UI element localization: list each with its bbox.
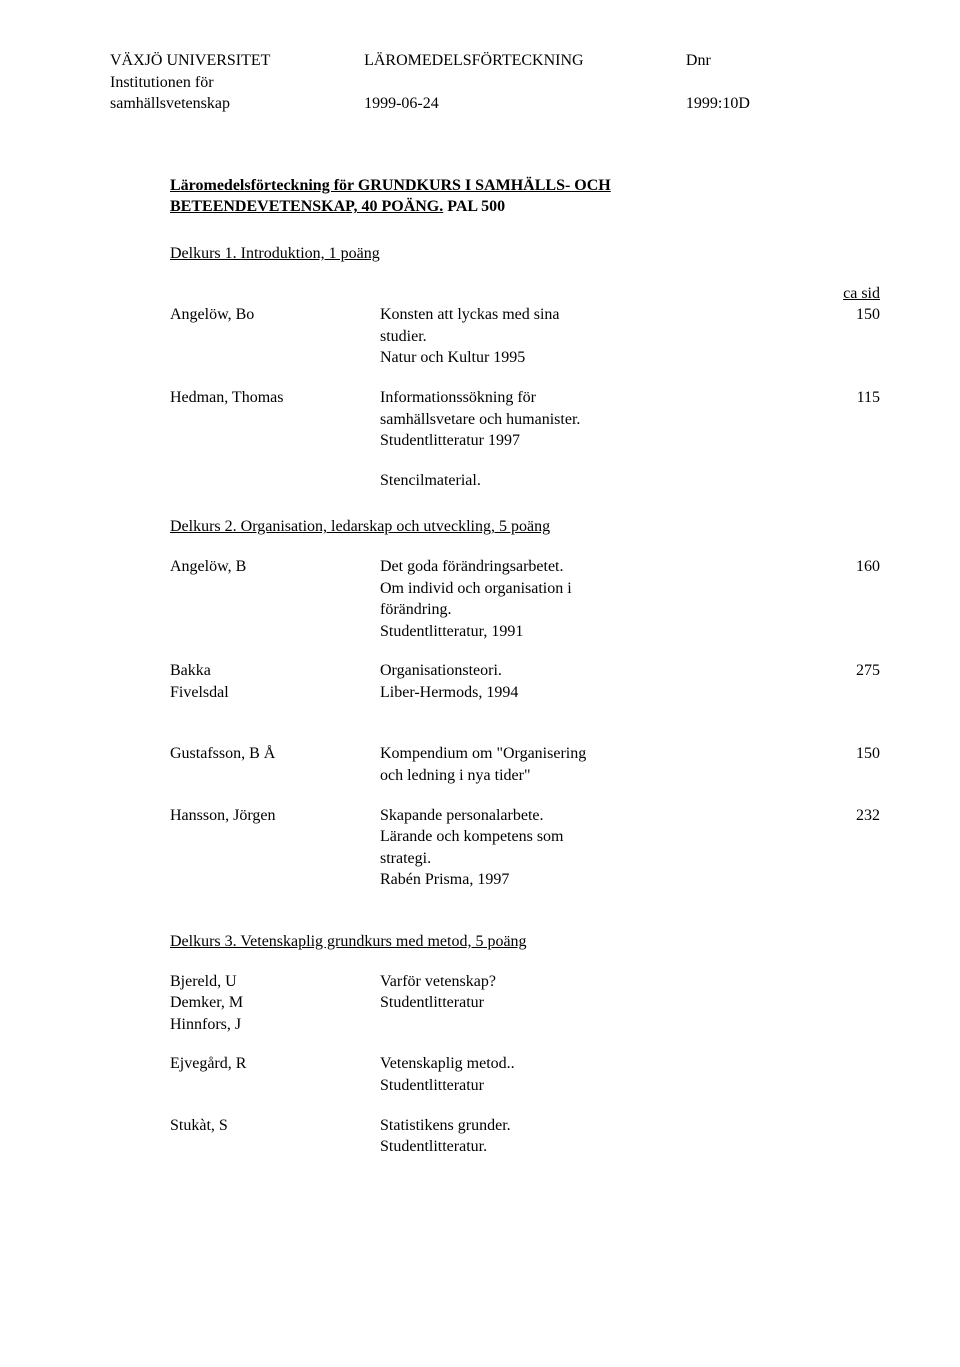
- description: Vetenskaplig metod.. Studentlitteratur: [380, 1053, 800, 1096]
- doc-type: LÄROMEDELSFÖRTECKNING: [364, 50, 626, 72]
- document-header: VÄXJÖ UNIVERSITET LÄROMEDELSFÖRTECKNING …: [110, 50, 880, 115]
- dnr-label: Dnr: [626, 50, 880, 72]
- pages: 232: [800, 805, 880, 891]
- ca-sid-label: ca sid: [800, 283, 880, 305]
- course-title-line2: BETEENDEVETENSKAP, 40 POÄNG.: [170, 198, 443, 215]
- author: Bakka Fivelsdal: [170, 660, 380, 703]
- delkurs2-table: Angelöw, B Det goda förändringsarbetet. …: [170, 556, 880, 891]
- delkurs3-table: Bjereld, U Demker, M Hinnfors, J Varför …: [170, 971, 880, 1158]
- institution-line1: Institutionen för: [110, 72, 364, 94]
- description: Stencilmaterial.: [380, 470, 800, 492]
- doc-date: 1999-06-24: [364, 93, 626, 115]
- author: Hedman, Thomas: [170, 387, 380, 452]
- author: Angelöw, Bo: [170, 304, 380, 369]
- description: Det goda förändringsarbetet. Om individ …: [380, 556, 800, 642]
- delkurs3-heading: Delkurs 3. Vetenskaplig grundkurs med me…: [170, 931, 880, 953]
- table-row: Hansson, Jörgen Skapande personalarbete.…: [170, 805, 880, 891]
- pages: 275: [800, 660, 880, 703]
- table-row: Angelöw, Bo Konsten att lyckas med sina …: [170, 304, 880, 369]
- author: Gustafsson, B Å: [170, 743, 380, 786]
- table-row: Bjereld, U Demker, M Hinnfors, J Varför …: [170, 971, 880, 1036]
- table-row: Gustafsson, B Å Kompendium om "Organiser…: [170, 743, 880, 786]
- pages: 150: [800, 304, 880, 369]
- author: Ejvegård, R: [170, 1053, 380, 1096]
- author: Angelöw, B: [170, 556, 380, 642]
- delkurs1-heading: Delkurs 1. Introduktion, 1 poäng: [170, 243, 880, 265]
- description: Statistikens grunder. Studentlitteratur.: [380, 1115, 800, 1158]
- pages: 115: [800, 387, 880, 452]
- description: Organisationsteori. Liber-Hermods, 1994: [380, 660, 800, 703]
- description: Varför vetenskap? Studentlitteratur: [380, 971, 800, 1036]
- table-row: Ejvegård, R Vetenskaplig metod.. Student…: [170, 1053, 880, 1096]
- table-row: Stukàt, S Statistikens grunder. Studentl…: [170, 1115, 880, 1158]
- table-row: Hedman, Thomas Informationssökning för s…: [170, 387, 880, 452]
- pages: 160: [800, 556, 880, 642]
- delkurs2-heading: Delkurs 2. Organisation, ledarskap och u…: [170, 516, 880, 538]
- delkurs1-table: ca sid Angelöw, Bo Konsten att lyckas me…: [170, 283, 880, 492]
- description: Informationssökning för samhällsvetare o…: [380, 387, 800, 452]
- university-name: VÄXJÖ UNIVERSITET: [110, 50, 364, 72]
- description: Kompendium om "Organisering och ledning …: [380, 743, 800, 786]
- pages: 150: [800, 743, 880, 786]
- dnr-value: 1999:10D: [626, 93, 880, 115]
- institution-line2: samhällsvetenskap: [110, 93, 364, 115]
- table-row: Angelöw, B Det goda förändringsarbetet. …: [170, 556, 880, 642]
- table-row: Bakka Fivelsdal Organisationsteori. Libe…: [170, 660, 880, 703]
- author: Bjereld, U Demker, M Hinnfors, J: [170, 971, 380, 1036]
- author: Stukàt, S: [170, 1115, 380, 1158]
- course-title: Läromedelsförteckning för GRUNDKURS I SA…: [170, 175, 880, 218]
- description: Skapande personalarbete. Lärande och kom…: [380, 805, 800, 891]
- author: Hansson, Jörgen: [170, 805, 380, 891]
- table-row: Stencilmaterial.: [170, 470, 880, 492]
- course-code: PAL 500: [447, 198, 505, 215]
- description: Konsten att lyckas med sina studier. Nat…: [380, 304, 800, 369]
- course-title-line1: Läromedelsförteckning för GRUNDKURS I SA…: [170, 175, 880, 197]
